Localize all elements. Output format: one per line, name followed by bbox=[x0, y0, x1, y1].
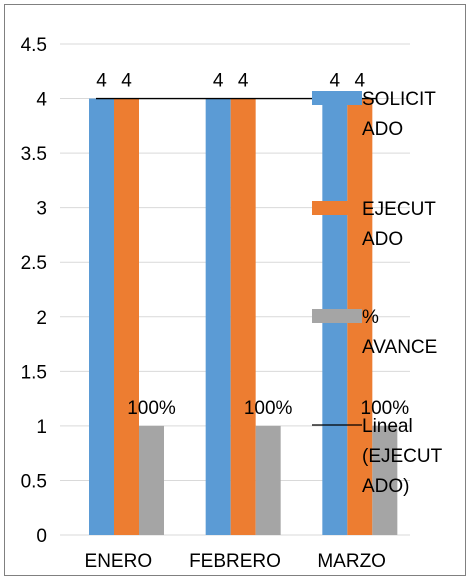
y-tick-label: 1 bbox=[36, 417, 47, 438]
legend-label: ADO) bbox=[362, 476, 410, 497]
bar-ejecutado bbox=[230, 98, 256, 536]
bar-ejecutado bbox=[114, 98, 139, 536]
legend-label: ADO bbox=[362, 229, 403, 250]
x-tick-label: MARZO bbox=[317, 551, 386, 572]
y-tick-label: 4 bbox=[36, 90, 47, 111]
bar-solicitado bbox=[205, 98, 231, 536]
legend-label: Lineal bbox=[362, 416, 413, 437]
data-label: 100% bbox=[244, 398, 293, 419]
bar-avance bbox=[372, 425, 398, 535]
data-label: 100% bbox=[127, 398, 176, 419]
y-tick-label: 0.5 bbox=[21, 471, 47, 492]
y-tick-label: 3 bbox=[36, 199, 47, 220]
bar-solicitado bbox=[89, 98, 114, 536]
bar-avance bbox=[255, 425, 281, 535]
legend-key-ejecutado bbox=[312, 201, 362, 215]
legend-label: EJECUT bbox=[362, 199, 436, 220]
y-tick-label: 1.5 bbox=[21, 362, 47, 383]
legend-label: AVANCE bbox=[362, 337, 437, 358]
legend-label: % bbox=[362, 307, 379, 328]
y-tick-label: 0 bbox=[36, 526, 47, 547]
legend-key-avance bbox=[312, 309, 362, 323]
y-tick-label: 2 bbox=[36, 308, 47, 329]
y-tick-label: 2.5 bbox=[21, 253, 47, 274]
y-tick-label: 4.5 bbox=[21, 35, 47, 56]
y-tick-label: 3.5 bbox=[21, 144, 47, 165]
data-label: 4 bbox=[96, 71, 107, 92]
data-label: 4 bbox=[213, 71, 224, 92]
x-tick-label: FEBRERO bbox=[189, 551, 281, 572]
legend-label: SOLICIT bbox=[362, 89, 436, 110]
legend-key-solicitado bbox=[312, 91, 362, 105]
data-label: 100% bbox=[361, 398, 410, 419]
legend-label: ADO bbox=[362, 119, 403, 140]
bar-avance bbox=[139, 425, 164, 535]
data-label: 4 bbox=[121, 71, 132, 92]
data-label: 4 bbox=[238, 71, 249, 92]
x-tick-label: ENERO bbox=[85, 551, 153, 572]
data-label: 4 bbox=[330, 71, 341, 92]
data-label: 4 bbox=[355, 71, 366, 92]
legend-label: (EJECUT bbox=[362, 446, 443, 467]
